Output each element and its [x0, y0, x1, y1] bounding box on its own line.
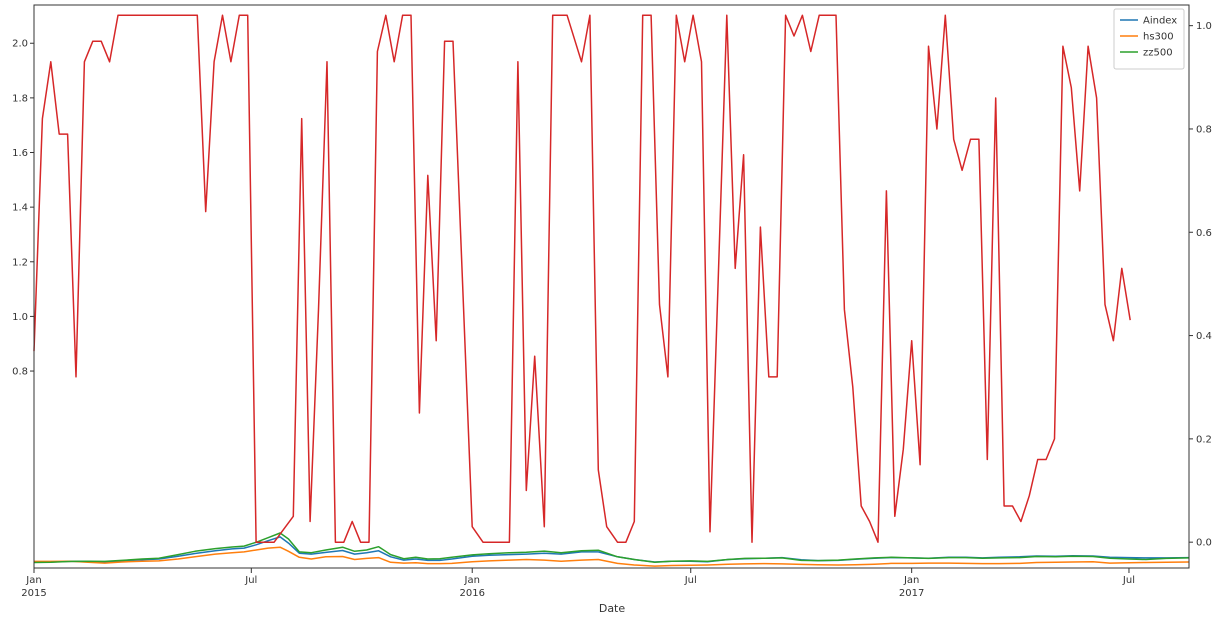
- series-line-zz500: [33, 532, 1190, 564]
- y-right-tick-label: 0.4: [1196, 331, 1212, 342]
- legend: Aindex hs300 zz500: [1113, 8, 1185, 70]
- x-tick-label: Jan: [25, 575, 41, 586]
- x-tick-label: Jan: [464, 575, 480, 586]
- y-right-tick-label: 0.2: [1196, 434, 1212, 445]
- x-tick-label: Jul: [684, 575, 697, 586]
- y-left-tick-label: 1.2: [12, 257, 28, 268]
- y-right-tick-label: 0.6: [1196, 228, 1212, 239]
- y-right-tick-label: 0.8: [1196, 124, 1212, 135]
- legend-label-zz500: zz500: [1143, 48, 1173, 59]
- y-left-tick-label: 1.6: [12, 148, 28, 159]
- y-right-tick-label: 0.0: [1196, 538, 1212, 549]
- y-left-tick-label: 0.8: [12, 367, 28, 378]
- y-left-tick-label: 1.8: [12, 93, 28, 104]
- y-axis-right: 0.0 0.2 0.4 0.6 0.8 1.0: [1189, 21, 1212, 549]
- y-axis-left: 0.8 1.0 1.2 1.4 1.6 1.8 2.0: [12, 39, 34, 378]
- y-right-tick-label: 1.0: [1196, 21, 1212, 32]
- x-tick-year-label: 2017: [899, 588, 924, 599]
- y-left-tick-label: 1.4: [12, 203, 28, 214]
- y-left-tick-label: 2.0: [12, 39, 28, 50]
- legend-box: [1113, 8, 1185, 70]
- x-tick-year-label: 2015: [21, 588, 46, 599]
- series-line-unnamed: [33, 14, 1131, 543]
- x-tick-label: Jul: [1122, 575, 1135, 586]
- x-tick-label: Jan: [903, 575, 919, 586]
- x-axis-label: Date: [599, 602, 626, 615]
- series-line-hs300: [34, 546, 1190, 567]
- legend-label-Aindex: Aindex: [1143, 16, 1177, 27]
- series-layer: [33, 14, 1190, 567]
- legend-label-hs300: hs300: [1143, 32, 1174, 43]
- y-left-tick-label: 1.0: [12, 312, 28, 323]
- plot-frame: [33, 4, 1190, 569]
- x-tick-year-label: 2016: [460, 588, 485, 599]
- x-tick-label: Jul: [244, 575, 257, 586]
- x-axis: Jan 2015 Jul Jan 2016 Jul Jan 2017 Jul: [21, 568, 1135, 599]
